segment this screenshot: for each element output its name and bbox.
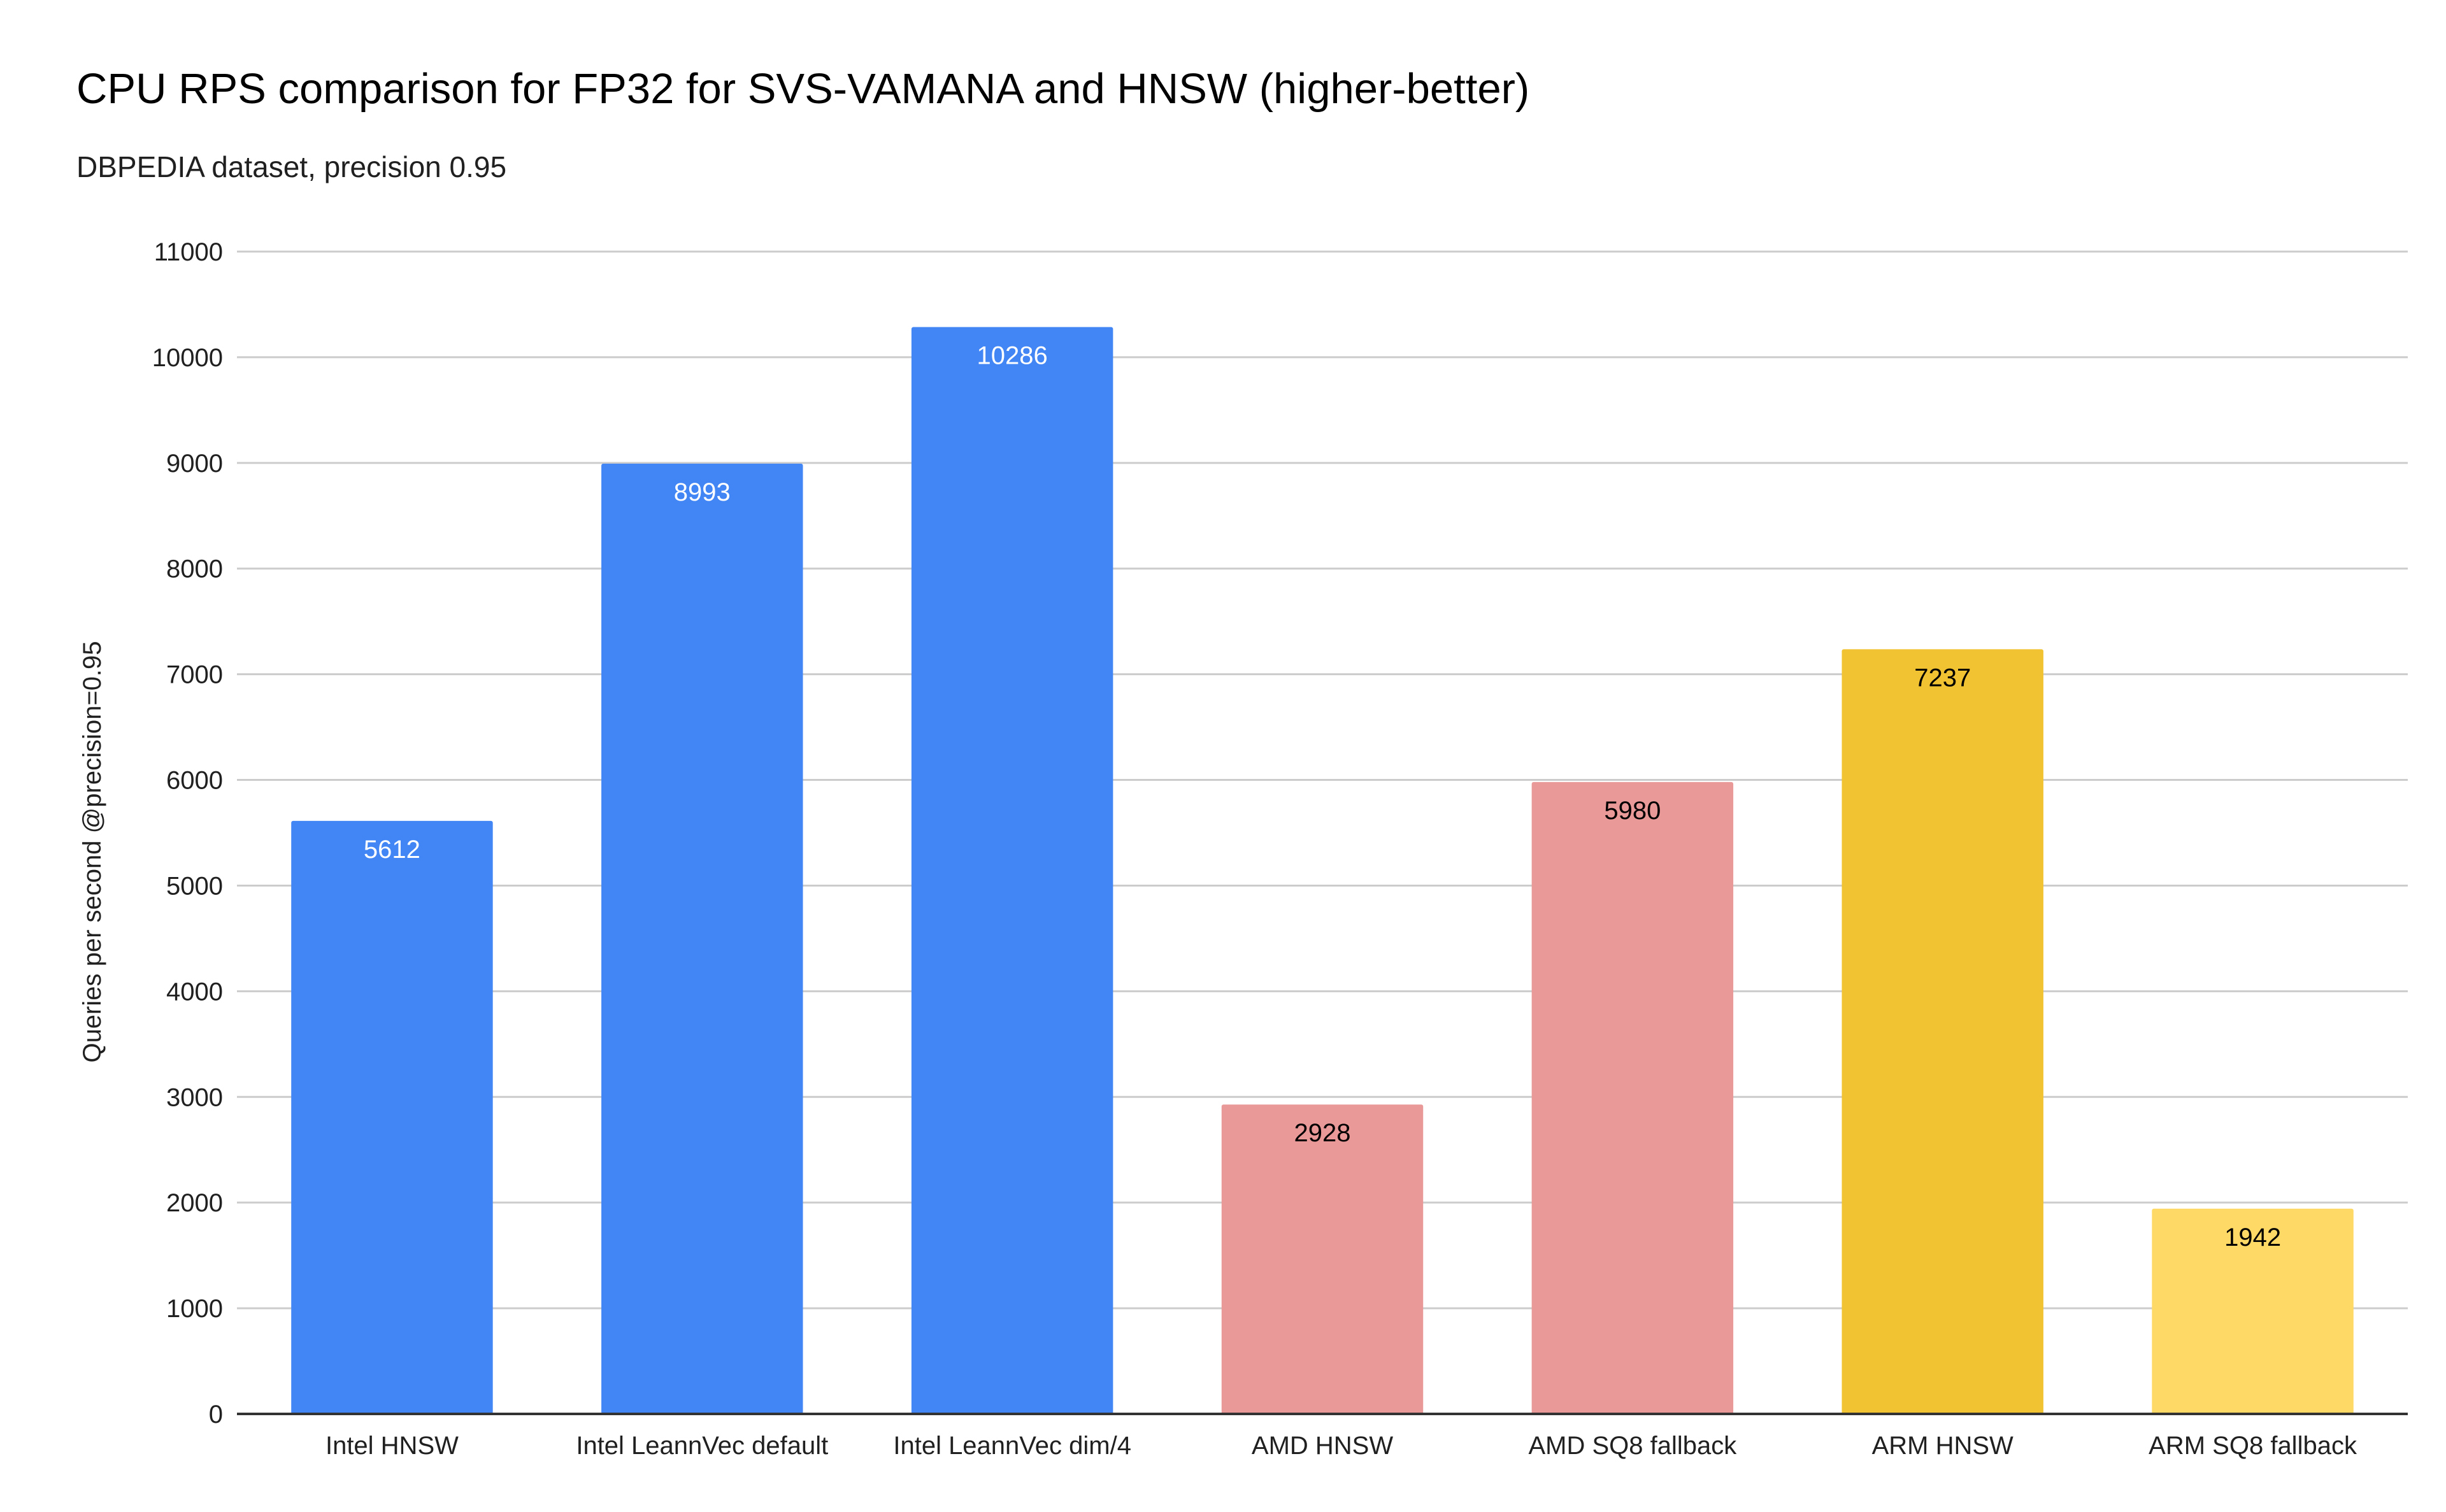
y-axis-ticks: 0 1000 2000 3000 4000 5000 6000 7000 8000 9000 100… [152, 238, 223, 1429]
data-label: 7237 [1914, 664, 1971, 692]
bar [911, 327, 1113, 1414]
x-tick-label: Intel HNSW [325, 1432, 459, 1460]
y-tick-label: 4000 [166, 978, 223, 1006]
bar [601, 463, 803, 1415]
x-axis-ticks: Intel HNSW Intel LeannVec default Intel Le… [325, 1432, 2357, 1460]
data-label: 8993 [674, 478, 731, 506]
data-label: 5980 [1604, 797, 1661, 825]
y-tick-label: 11000 [154, 238, 223, 266]
data-label: 10286 [977, 341, 1048, 369]
chart-subtitle: DBPEDIA dataset, precision 0.95 [76, 150, 506, 183]
x-tick-label: Intel LeannVec dim/4 [893, 1432, 1131, 1460]
y-tick-label: 7000 [166, 661, 223, 689]
x-tick-label: Intel LeannVec default [576, 1432, 828, 1460]
data-label: 2928 [1294, 1119, 1351, 1147]
y-tick-label: 8000 [166, 555, 223, 583]
bar [1842, 649, 2043, 1414]
y-tick-label: 2000 [166, 1189, 223, 1217]
bar [2152, 1208, 2354, 1414]
data-label: 5612 [364, 836, 420, 864]
y-tick-label: 3000 [166, 1083, 223, 1111]
gridlines [237, 250, 2408, 1309]
chart-title: CPU RPS comparison for FP32 for SVS-VAMA… [76, 65, 1529, 113]
x-tick-label: ARM SQ8 fallback [2149, 1432, 2357, 1460]
y-tick-label: 10000 [152, 344, 223, 372]
bar [291, 820, 493, 1414]
y-axis-title: Queries per second @precision=0.95 [78, 641, 106, 1062]
x-tick-label: ARM HNSW [1872, 1432, 2013, 1460]
y-tick-label: 0 [209, 1401, 223, 1429]
bar [1531, 781, 1734, 1414]
data-label: 1942 [2224, 1223, 2281, 1252]
y-tick-label: 6000 [166, 767, 223, 795]
y-tick-label: 5000 [166, 872, 223, 900]
x-tick-label: AMD HNSW [1252, 1432, 1393, 1460]
bar [1221, 1104, 1424, 1414]
bars: 5612 8993 10286 2928 5980 7237 1942 [291, 327, 2354, 1415]
y-tick-label: 1000 [166, 1295, 223, 1323]
y-tick-label: 9000 [166, 450, 223, 478]
x-tick-label: AMD SQ8 fallback [1528, 1432, 1737, 1460]
